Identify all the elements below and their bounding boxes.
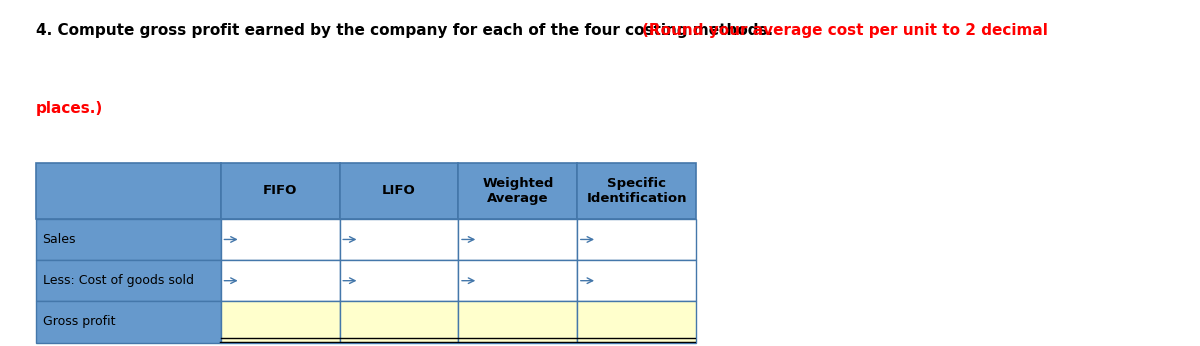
Text: places.): places.) (36, 101, 103, 116)
Text: (Round your average cost per unit to 2 decimal: (Round your average cost per unit to 2 d… (642, 24, 1054, 38)
Text: Sales: Sales (43, 233, 76, 246)
Text: FIFO: FIFO (263, 184, 298, 197)
Bar (36, 163, 221, 219)
Bar (458, 219, 577, 260)
Bar (36, 301, 221, 343)
Text: Weighted
Average: Weighted Average (482, 177, 553, 205)
Bar (577, 219, 696, 260)
Bar (36, 219, 221, 260)
Bar (577, 260, 696, 301)
Text: LIFO: LIFO (382, 184, 416, 197)
Text: Specific
Identification: Specific Identification (587, 177, 686, 205)
Bar (340, 301, 458, 343)
Bar (458, 163, 577, 219)
Bar (340, 260, 458, 301)
Text: 4. Compute gross profit earned by the company for each of the four costing metho: 4. Compute gross profit earned by the co… (36, 24, 779, 38)
Bar (221, 219, 340, 260)
Bar (221, 301, 340, 343)
Text: Less: Cost of goods sold: Less: Cost of goods sold (43, 274, 193, 287)
Bar (577, 163, 696, 219)
Text: Gross profit: Gross profit (43, 316, 115, 328)
Bar (340, 163, 458, 219)
Bar (340, 219, 458, 260)
Bar (36, 260, 221, 301)
Bar (577, 301, 696, 343)
Bar (221, 260, 340, 301)
Bar (458, 260, 577, 301)
Bar (458, 301, 577, 343)
Bar (221, 163, 340, 219)
